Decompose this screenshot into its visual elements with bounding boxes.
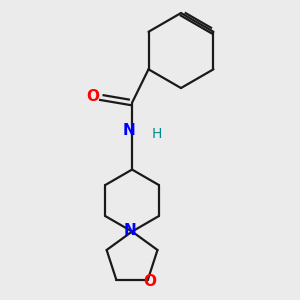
- Text: H: H: [151, 127, 162, 141]
- Text: N: N: [124, 224, 137, 238]
- Text: O: O: [143, 274, 156, 289]
- Text: O: O: [86, 89, 99, 104]
- Text: N: N: [122, 123, 135, 138]
